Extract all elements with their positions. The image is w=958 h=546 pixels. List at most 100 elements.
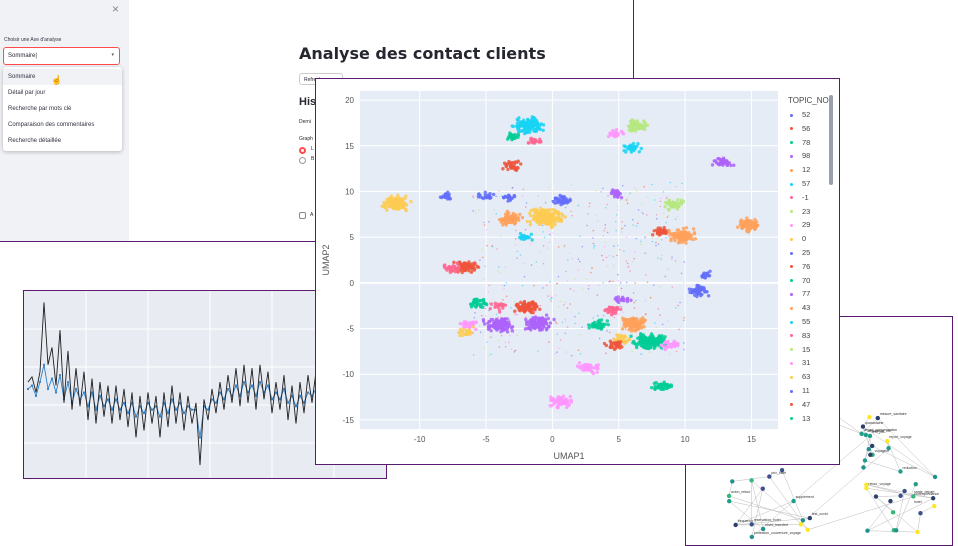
menu-item-recherche-detaillee[interactable]: Recherche détaillée <box>3 133 122 149</box>
legend-item[interactable]: 12 <box>790 165 810 174</box>
legend-item[interactable]: 55 <box>790 317 810 326</box>
cluster-point <box>682 227 685 230</box>
menu-item-detail-par-jour[interactable]: Détail par jour <box>3 85 122 101</box>
noise-point <box>617 209 619 211</box>
cluster-point <box>650 342 653 345</box>
noise-point <box>642 213 644 215</box>
cluster-point <box>538 127 541 130</box>
cluster-point <box>666 201 669 204</box>
graph-radio-line[interactable] <box>299 147 306 154</box>
series-point <box>51 377 53 379</box>
cluster-point <box>533 129 536 132</box>
cluster-point <box>547 317 550 320</box>
menu-item-recherche-mots-cle[interactable]: Recherche par mots clé <box>3 101 122 117</box>
legend-item[interactable]: 31 <box>790 358 810 367</box>
legend-item[interactable]: 77 <box>790 289 810 298</box>
legend-item[interactable]: 11 <box>790 386 810 395</box>
cluster-point <box>490 302 493 305</box>
cluster-point <box>391 202 394 205</box>
series-point <box>123 402 125 404</box>
cluster-point <box>626 300 629 303</box>
noise-point <box>647 196 649 198</box>
noise-point <box>597 220 599 222</box>
noise-point <box>523 188 525 190</box>
option-checkbox[interactable] <box>299 212 306 219</box>
graph-node <box>894 528 898 532</box>
legend-item[interactable]: 43 <box>790 303 810 312</box>
cluster-point <box>507 195 510 198</box>
legend-item[interactable]: 52 <box>790 110 810 119</box>
noise-point <box>485 315 487 317</box>
graph-node <box>727 494 731 498</box>
network-node-label: reservation_hotel <box>754 518 781 522</box>
legend-marker <box>790 293 793 296</box>
legend-marker <box>790 362 793 365</box>
legend-item[interactable]: 47 <box>790 400 810 409</box>
noise-point <box>542 287 544 289</box>
noise-point <box>496 248 498 250</box>
legend-item[interactable]: 25 <box>790 248 810 257</box>
cluster-point <box>527 301 530 304</box>
cluster-point <box>682 236 685 239</box>
noise-point <box>508 342 510 344</box>
noise-point <box>655 242 657 244</box>
cluster-point <box>629 126 632 129</box>
noise-point <box>525 229 527 231</box>
noise-point <box>618 280 620 282</box>
cluster-point <box>536 221 539 224</box>
cluster-point <box>452 261 455 264</box>
cluster-point <box>748 223 751 226</box>
cluster-point <box>630 129 633 132</box>
noise-point <box>641 203 643 205</box>
legend-item[interactable]: 78 <box>790 138 810 147</box>
cluster-point <box>615 342 618 345</box>
legend-item[interactable]: 13 <box>790 414 810 423</box>
legend-marker <box>790 307 793 310</box>
legend-item[interactable]: 98 <box>790 151 810 160</box>
menu-item-sommaire[interactable]: Sommaire <box>3 69 122 85</box>
noise-point <box>622 185 624 187</box>
legend-item[interactable]: 76 <box>790 262 810 271</box>
cluster-point <box>653 382 656 385</box>
legend-item[interactable]: -1 <box>790 193 809 202</box>
cluster-point <box>533 325 536 328</box>
noise-point <box>615 221 617 223</box>
cluster-point <box>626 320 629 323</box>
cluster-point <box>678 241 681 244</box>
cluster-point <box>529 220 532 223</box>
noise-point <box>510 307 512 309</box>
noise-point <box>634 282 636 284</box>
cluster-point <box>455 268 458 271</box>
cluster-point <box>487 194 490 197</box>
legend-item[interactable]: 57 <box>790 179 810 188</box>
noise-point <box>621 288 623 290</box>
noise-point <box>636 225 638 227</box>
noise-point <box>499 196 501 198</box>
menu-item-comparaison-commentaires[interactable]: Comparaison des commentaires <box>3 117 122 133</box>
noise-point <box>504 285 506 287</box>
axe-select[interactable]: Sommaire| ▾ <box>3 47 120 65</box>
noise-point <box>491 245 493 247</box>
cluster-point <box>532 116 535 119</box>
legend-item[interactable]: 83 <box>790 331 810 340</box>
noise-point <box>592 317 594 319</box>
cluster-point <box>398 205 401 208</box>
legend-item[interactable]: 23 <box>790 207 810 216</box>
noise-point <box>550 295 552 297</box>
noise-point <box>607 266 609 268</box>
legend-item[interactable]: 0 <box>790 234 806 243</box>
cluster-point <box>642 318 645 321</box>
noise-point <box>565 271 567 273</box>
noise-point <box>515 349 517 351</box>
legend-item[interactable]: 63 <box>790 372 810 381</box>
cluster-point <box>616 299 619 302</box>
legend-item[interactable]: 15 <box>790 345 810 354</box>
noise-point <box>667 320 669 322</box>
legend-item[interactable]: 70 <box>790 276 810 285</box>
legend-item[interactable]: 29 <box>790 220 810 229</box>
close-icon[interactable]: × <box>112 2 119 16</box>
graph-radio-bar[interactable] <box>299 157 306 164</box>
legend-scrollbar[interactable] <box>829 95 833 185</box>
legend-item[interactable]: 56 <box>790 124 810 133</box>
noise-point <box>564 245 566 247</box>
